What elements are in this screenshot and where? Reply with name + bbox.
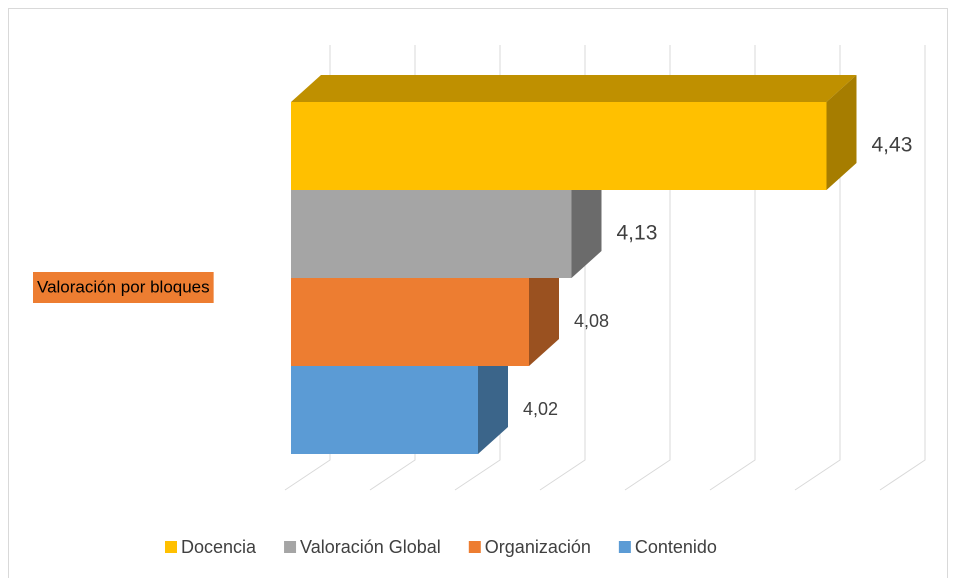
category-label: Valoración por bloques [37,277,210,296]
legend-swatch [468,541,481,553]
legend-label: Valoración Global [300,537,441,557]
bar-side [529,251,559,366]
legend-swatch [284,541,297,553]
bar-side [478,339,508,454]
bar-top [291,75,857,102]
data-label: 4,13 [617,222,658,245]
data-label: 4,43 [872,134,913,157]
bar [291,366,478,454]
bar [291,102,827,190]
legend-label: Organización [485,537,591,557]
bar-side [571,163,602,278]
grid-line [879,45,926,491]
legend-swatch [165,541,177,553]
chart-border [8,8,948,578]
category-label-bg [33,272,214,303]
grid-line [794,45,841,491]
bar [291,190,572,278]
legend-label: Docencia [181,537,257,557]
legend-label: Contenido [635,537,717,557]
bar-side [826,75,857,190]
legend-swatch [618,541,631,553]
data-label: 4,08 [574,311,609,331]
data-label: 4,02 [523,399,558,419]
bar [291,278,529,366]
